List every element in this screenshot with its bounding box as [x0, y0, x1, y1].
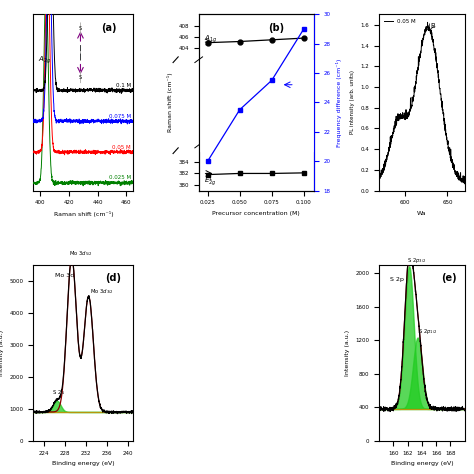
Text: Mo $3d_{5/2}$: Mo $3d_{5/2}$	[69, 250, 93, 258]
Y-axis label: Intensity (a.u.): Intensity (a.u.)	[0, 329, 4, 376]
Text: Mo $3d_{3/2}$: Mo $3d_{3/2}$	[90, 288, 113, 296]
Text: 0.075 M: 0.075 M	[109, 114, 131, 119]
Text: S: S	[79, 26, 82, 31]
Text: S $2p_{3/2}$: S $2p_{3/2}$	[407, 256, 426, 265]
Legend: 0.05 M: 0.05 M	[382, 17, 418, 27]
X-axis label: Precursor concentration (M): Precursor concentration (M)	[212, 211, 300, 216]
Y-axis label: PL intensity (arb. units): PL intensity (arb. units)	[350, 70, 355, 134]
Text: Mo: Mo	[77, 51, 83, 55]
Bar	[199, 60, 314, 151]
Text: (b): (b)	[268, 23, 284, 33]
X-axis label: Binding energy (eV): Binding energy (eV)	[52, 461, 115, 466]
Text: B: B	[430, 23, 435, 29]
Y-axis label: Raman shift (cm⁻¹): Raman shift (cm⁻¹)	[167, 73, 173, 132]
X-axis label: Wa: Wa	[417, 211, 427, 216]
Text: 0.025 M: 0.025 M	[109, 175, 131, 181]
Text: S $2p_{1/2}$: S $2p_{1/2}$	[419, 328, 438, 337]
Text: $A_{2g}$: $A_{2g}$	[38, 55, 51, 66]
Text: S 2s: S 2s	[53, 391, 64, 395]
Text: (d): (d)	[105, 273, 121, 283]
Text: $A_{1g}$: $A_{1g}$	[204, 33, 217, 45]
X-axis label: Raman shift (cm⁻¹): Raman shift (cm⁻¹)	[54, 211, 113, 217]
Text: S: S	[79, 74, 82, 80]
Text: (a): (a)	[101, 23, 117, 33]
Text: Mo 3d: Mo 3d	[55, 273, 74, 278]
Text: S 2p: S 2p	[390, 277, 404, 283]
Text: 0.05 M: 0.05 M	[112, 145, 131, 150]
Text: (e): (e)	[441, 273, 456, 283]
Y-axis label: Frequency difference (cm⁻¹): Frequency difference (cm⁻¹)	[337, 58, 342, 146]
Text: $E^1_{2g}$: $E^1_{2g}$	[204, 174, 216, 189]
X-axis label: Binding energy (eV): Binding energy (eV)	[391, 461, 453, 466]
Text: 0.1 M: 0.1 M	[116, 83, 131, 88]
Y-axis label: Intensity (a.u.): Intensity (a.u.)	[345, 329, 350, 376]
